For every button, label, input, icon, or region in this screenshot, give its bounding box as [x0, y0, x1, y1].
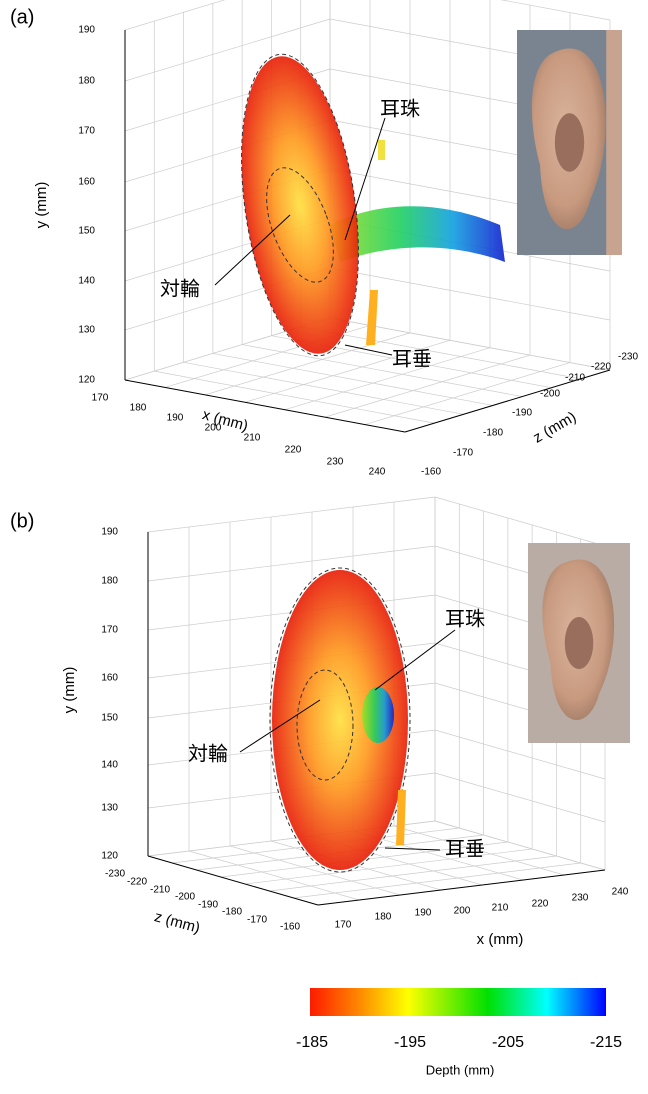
- annotation: 耳垂: [445, 837, 485, 861]
- y-tick-label: 120: [78, 375, 95, 386]
- figure: (a) 190 180 170 160 150 140 130 120 y (mm) 170 180 1…: [0, 0, 648, 1089]
- tragus-points: [378, 140, 385, 160]
- z-tick-label: -230: [618, 352, 638, 363]
- colorbar-tick-label: -205: [492, 1034, 524, 1051]
- y-tick-label: 130: [78, 325, 95, 336]
- lobe-points: [366, 290, 378, 345]
- x-tick-label: 180: [130, 403, 147, 414]
- colorbar-label: Depth (mm): [426, 1062, 495, 1077]
- y-tick-label: 150: [101, 713, 118, 724]
- x-tick-label: 210: [492, 903, 509, 914]
- grid-line: [435, 497, 605, 546]
- grid-line: [330, 0, 610, 20]
- ear-hollow: [555, 113, 584, 172]
- x-tick-label: 210: [244, 433, 261, 444]
- x-tick-label: 240: [369, 467, 386, 478]
- y-tick-label: 190: [78, 25, 95, 36]
- annotation: 対輪: [188, 742, 228, 766]
- y-tick-label: 140: [78, 276, 95, 287]
- annotation: 耳垂: [392, 347, 432, 371]
- x-tick-label: 230: [572, 893, 589, 904]
- panel-label: (b): [10, 510, 34, 532]
- x-tick-label: 170: [92, 393, 109, 404]
- z-tick-label: -200: [175, 892, 195, 903]
- y-tick-label: 180: [78, 76, 95, 87]
- y-tick-label: 150: [78, 226, 95, 237]
- z-tick-label: -210: [565, 373, 585, 384]
- x-tick-label: 190: [415, 908, 432, 919]
- y-tick-label: 180: [101, 576, 118, 587]
- z-tick-label: -200: [540, 389, 560, 400]
- ear-hollow: [565, 617, 594, 669]
- y-tick-label: 170: [101, 625, 118, 636]
- y-tick-label: 190: [101, 527, 118, 538]
- y-tick-label: 140: [101, 760, 118, 771]
- z-tick-label: -160: [280, 922, 300, 933]
- annotation: 耳珠: [380, 97, 420, 121]
- colorbar-tick-label: -195: [394, 1034, 426, 1051]
- z-tick-label: -230: [105, 869, 125, 880]
- x-tick-label: 200: [454, 906, 471, 917]
- z-tick-label: -170: [247, 915, 267, 926]
- x-axis-label: x (mm): [477, 931, 524, 948]
- z-tick-label: -190: [198, 900, 218, 911]
- x-tick-label: 230: [327, 457, 344, 468]
- y-tick-label: 170: [78, 126, 95, 137]
- colorbar: [310, 988, 606, 1016]
- x-tick-label: 220: [285, 445, 302, 456]
- grid-line: [269, 856, 556, 891]
- x-tick-label: 220: [532, 899, 549, 910]
- y-axis-label: y (mm): [61, 667, 78, 714]
- colorbar-tick-label: -185: [296, 1034, 328, 1051]
- z-axis-label: z (mm): [152, 908, 201, 936]
- z-tick-label: -180: [222, 907, 242, 918]
- y-axis-label: y (mm): [33, 182, 50, 229]
- z-tick-label: -210: [150, 885, 170, 896]
- z-tick-label: -180: [483, 428, 503, 439]
- colorbar-tick-label: -215: [590, 1034, 622, 1051]
- face: [606, 30, 622, 255]
- y-tick-label: 160: [101, 673, 118, 684]
- y-tick-label: 160: [78, 177, 95, 188]
- x-tick-label: 170: [335, 920, 352, 931]
- z-axis-label: z (mm): [530, 409, 579, 447]
- grid-line: [148, 546, 435, 581]
- grid-line: [148, 497, 435, 532]
- x-tick-label: 190: [167, 413, 184, 424]
- grid-line: [125, 0, 330, 30]
- z-tick-label: -220: [591, 362, 611, 373]
- point-cloud: [225, 49, 376, 361]
- z-tick-label: -220: [127, 877, 147, 888]
- x-tick-label: 180: [375, 912, 392, 923]
- grid-line: [435, 773, 605, 822]
- z-tick-label: -170: [453, 448, 473, 459]
- grid-line: [148, 821, 435, 856]
- y-tick-label: 130: [101, 803, 118, 814]
- annotation: 対輪: [160, 277, 200, 301]
- z-tick-label: -190: [512, 408, 532, 419]
- annotation: 耳珠: [445, 607, 485, 631]
- x-tick-label: 240: [612, 887, 629, 898]
- panel-label: (a): [10, 6, 34, 28]
- z-tick-label: -160: [421, 467, 441, 478]
- y-tick-label: 120: [101, 851, 118, 862]
- grid-line: [245, 849, 532, 884]
- grid-line: [318, 870, 605, 905]
- canal-points: [362, 687, 394, 743]
